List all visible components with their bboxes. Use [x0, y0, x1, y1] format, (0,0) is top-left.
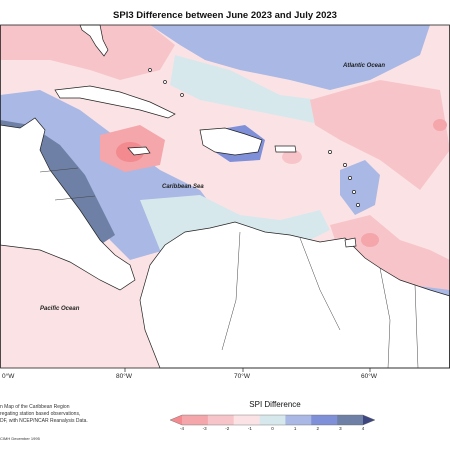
legend-swatch-5: [285, 415, 312, 425]
legend-swatch-7: [337, 415, 364, 425]
label-caribbean-sea: Caribbean Sea: [162, 184, 204, 190]
field-red-core: [116, 142, 144, 162]
legend-swatch-3: [233, 415, 260, 425]
legend-tick-label: 3: [339, 426, 342, 431]
legend-tick-label: 4: [361, 426, 365, 431]
longitude-label-70w: 70°W: [234, 373, 250, 380]
field-blue-east: [340, 160, 380, 215]
field-red-spot-pr: [282, 150, 302, 164]
legend-tick-label: -4: [179, 426, 184, 431]
longitude-label-80w: 80°W: [116, 373, 132, 380]
footnote-line-1: n Map of the Caribbean Region: [0, 404, 70, 410]
lesser-antilles-2: [343, 163, 347, 167]
central-america-land: [0, 117, 136, 291]
longitude-ticks: [124, 368, 371, 372]
lesser-antilles-3: [348, 176, 352, 180]
field-red-spot-east: [433, 119, 447, 131]
legend-swatch-0: [170, 415, 182, 425]
florida-land: [79, 24, 109, 57]
lesser-antilles-5: [356, 203, 360, 207]
legend-swatch-2: [207, 415, 235, 425]
bahamas-1: [148, 68, 152, 72]
jamaica-land: [127, 146, 151, 156]
land-masses: [0, 24, 450, 369]
puerto-rico-land: [274, 145, 297, 153]
legend-swatch-6: [311, 415, 338, 425]
legend-tick-label: -3: [202, 426, 207, 431]
legend-tick-label: 0: [271, 426, 274, 431]
footnote-line-3: DF, with NCEP/NCAR Reanalysis Data.: [0, 418, 88, 424]
lesser-antilles-1: [328, 150, 332, 154]
field-red-spot-south: [361, 233, 379, 247]
label-atlantic-ocean: Atlantic Ocean: [343, 63, 386, 69]
label-pacific-ocean: Pacific Ocean: [40, 306, 80, 312]
field-red-south: [330, 215, 450, 290]
legend-tick-label: 2: [316, 426, 319, 431]
legend-swatch-1: [182, 415, 209, 425]
legend-outline: [169, 414, 376, 426]
bahamas-3: [180, 93, 184, 97]
bahamas-2: [163, 80, 167, 84]
lesser-antilles-4: [352, 190, 356, 194]
cuba-land: [54, 85, 176, 119]
footnote-line-2: regating station based observations,: [0, 411, 81, 417]
field-red-atlantic: [310, 80, 450, 190]
legend-colorbar: [169, 414, 376, 426]
field-lightblue-north: [170, 55, 350, 130]
map-title: SPI3 Difference between June 2023 and Ju…: [113, 10, 337, 21]
legend-swatch-4: [259, 415, 286, 425]
legend-title: SPI Difference: [249, 400, 301, 409]
footnote-credit: CIMH December 1995: [0, 436, 40, 441]
legend-tick-label: -2: [225, 426, 230, 431]
hispaniola-land: [199, 127, 263, 156]
field-blue-north: [150, 25, 430, 90]
longitude-label-left: 0°W: [2, 373, 15, 380]
legend-tick-label: -1: [247, 426, 252, 431]
trinidad-land: [344, 237, 357, 248]
legend-tick-label: 1: [293, 426, 297, 431]
field-red-nw: [0, 25, 175, 80]
country-borders: [39, 167, 419, 369]
longitude-label-60w: 60°W: [361, 373, 377, 380]
legend-swatch-8: [363, 415, 375, 425]
